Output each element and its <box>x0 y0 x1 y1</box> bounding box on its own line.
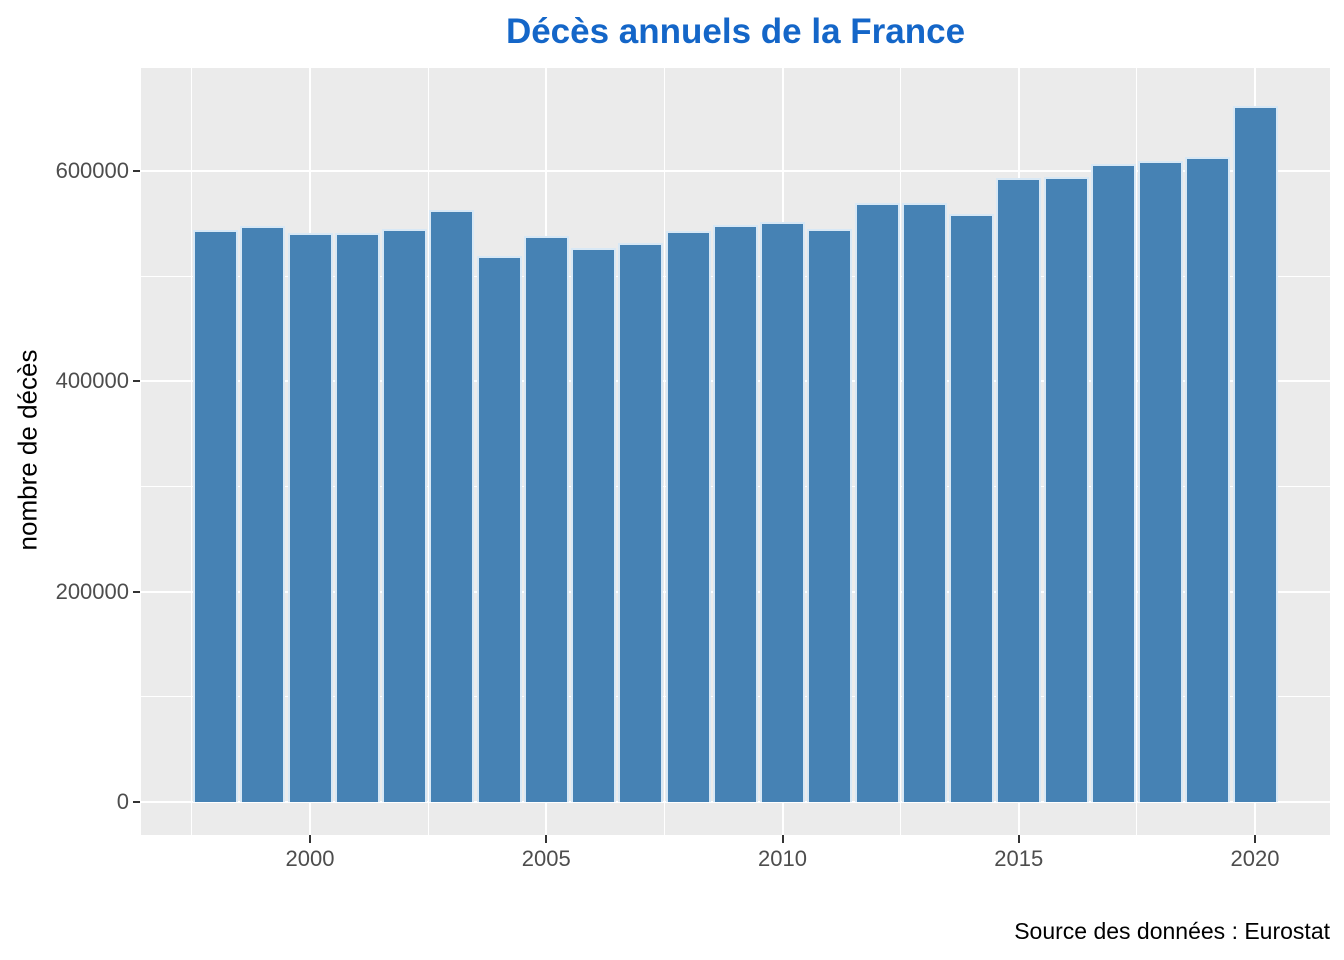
bar-2002 <box>382 228 427 802</box>
x-tick-label-2000: 2000 <box>285 846 335 871</box>
y-tick-mark-400000 <box>133 380 140 383</box>
bar-2001 <box>334 233 380 802</box>
x-tick-label-2015: 2015 <box>994 846 1044 871</box>
bar-2009 <box>712 225 758 802</box>
y-tick-label-200000: 200000 <box>55 578 129 604</box>
source-caption: Source des données : Eurostat <box>1014 918 1330 944</box>
major-gridline-y-0 <box>141 801 1330 803</box>
x-tick-label-2010: 2010 <box>758 846 807 871</box>
bar-2017 <box>1090 164 1136 802</box>
bar-2014 <box>949 213 994 802</box>
y-tick-mark-0 <box>133 801 140 803</box>
bar-2005 <box>523 236 569 802</box>
bar-2016 <box>1043 177 1089 802</box>
bar-2020 <box>1232 105 1278 802</box>
bar-1998 <box>193 230 238 802</box>
bar-2004 <box>476 255 522 802</box>
bar-2011 <box>807 228 853 802</box>
bar-2015 <box>996 177 1042 802</box>
bar-2006 <box>571 247 616 802</box>
minor-gridline-x-2007.5 <box>663 68 665 835</box>
x-tick-mark-2015 <box>1017 835 1020 843</box>
bar-2019 <box>1185 157 1231 802</box>
major-gridline-y-600000 <box>141 170 1330 172</box>
x-tick-label-2020: 2020 <box>1230 846 1280 871</box>
y-tick-label-0: 0 <box>116 789 129 814</box>
chart-title: Décès annuels de la France <box>505 12 966 51</box>
x-tick-label-2005: 2005 <box>521 846 571 871</box>
minor-gridline-x-2012.5 <box>900 68 902 835</box>
x-tick-mark-2000 <box>309 835 311 843</box>
y-tick-label-400000: 400000 <box>55 368 129 394</box>
y-tick-mark-200000 <box>133 590 140 593</box>
bar-2012 <box>854 202 900 802</box>
x-tick-mark-2020 <box>1254 835 1256 843</box>
bar-2000 <box>287 233 333 802</box>
minor-gridline-x-2017.5 <box>1136 68 1138 835</box>
bar-2003 <box>429 210 475 802</box>
x-tick-mark-2010 <box>781 835 784 843</box>
bar-2007 <box>618 243 664 802</box>
plot-panel <box>141 68 1330 835</box>
bar-2008 <box>665 231 711 802</box>
bar-2018 <box>1138 160 1183 802</box>
y-tick-mark-600000 <box>133 170 140 172</box>
bar-2013 <box>901 203 947 802</box>
minor-gridline-x-2002.5 <box>427 68 429 835</box>
x-tick-mark-2005 <box>545 835 548 843</box>
y-tick-label-600000: 600000 <box>55 158 129 183</box>
bar-1999 <box>240 225 286 802</box>
bar-2010 <box>760 222 805 802</box>
minor-gridline-x-1997.5 <box>191 68 193 835</box>
